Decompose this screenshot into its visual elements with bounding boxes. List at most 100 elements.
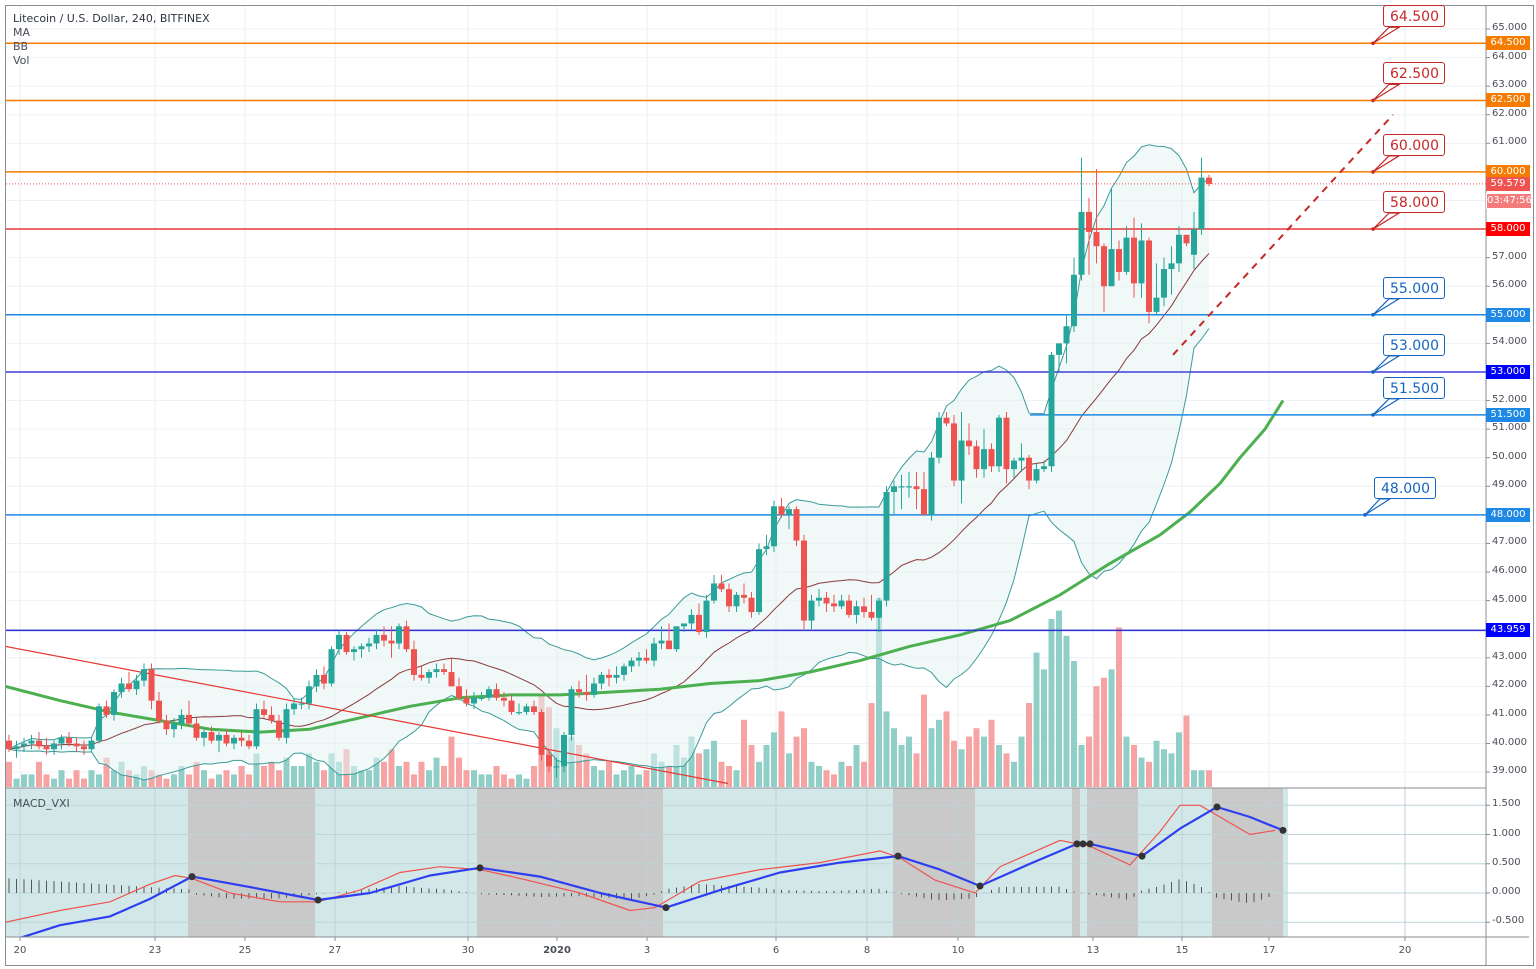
candle-body: [868, 612, 875, 618]
price-callout[interactable]: 48.000: [1374, 476, 1436, 499]
candle-body: [906, 486, 912, 488]
candle-body: [441, 669, 447, 673]
volume-bar: [81, 778, 87, 787]
candle-body: [741, 594, 747, 598]
volume-bar: [1101, 677, 1107, 787]
price-callout[interactable]: 58.000: [1383, 191, 1445, 214]
candle-body: [1206, 177, 1212, 184]
time-tick-label: 17: [1262, 945, 1276, 956]
candle-body: [996, 417, 1002, 467]
candle-body: [576, 689, 582, 693]
candle-body: [396, 626, 402, 644]
price-callout[interactable]: 53.000: [1383, 333, 1445, 356]
price-tick-label: 64.000: [1492, 50, 1527, 62]
candle-body: [36, 740, 42, 747]
callout-anchor: [1371, 413, 1375, 417]
volume-bar: [733, 770, 740, 787]
candle-body: [321, 674, 327, 684]
chart-legend: Litecoin / U.S. Dollar, 240, BITFINEX MA…: [13, 12, 210, 68]
candle-body: [381, 634, 387, 641]
candle-body: [1071, 274, 1077, 327]
candle-body: [81, 746, 87, 750]
callout-pointer: [1372, 155, 1402, 173]
volume-bar: [66, 778, 72, 787]
volume-bar: [373, 757, 380, 787]
price-callout[interactable]: 60.000: [1383, 133, 1445, 156]
volume-bar: [598, 770, 605, 787]
candle-body: [891, 486, 897, 492]
candle-body: [1041, 466, 1047, 470]
candle-body: [6, 740, 12, 750]
candle-body: [786, 509, 792, 515]
price-callout[interactable]: 64.500: [1383, 5, 1445, 28]
candle-body: [358, 646, 365, 650]
candle-body: [1108, 249, 1115, 287]
candle-body: [343, 634, 350, 653]
price-callout[interactable]: 51.500: [1383, 376, 1445, 399]
price-badge: 48.000: [1486, 507, 1530, 522]
candle-body: [988, 449, 995, 467]
price-badge: 58.000: [1486, 222, 1530, 237]
candle-body: [1183, 234, 1190, 244]
candle-body: [703, 600, 710, 633]
macd-panel: [6, 788, 1486, 937]
candle-body: [538, 712, 545, 755]
crossover-dot: [1079, 840, 1087, 848]
candle-body: [583, 692, 590, 695]
bearish-region: [1087, 788, 1138, 937]
volume-bar: [576, 745, 582, 787]
volume-bar: [523, 778, 530, 787]
time-tick-label: 15: [1175, 945, 1189, 956]
volume-bar: [246, 774, 252, 787]
time-tick-label: 23: [148, 945, 162, 956]
volume-bar: [808, 761, 815, 787]
time-tick-label: 13: [1086, 945, 1100, 956]
volume-bar: [1116, 627, 1122, 787]
price-callout[interactable]: 62.500: [1383, 62, 1445, 85]
symbol-title[interactable]: Litecoin / U.S. Dollar, 240, BITFINEX: [13, 12, 210, 25]
candle-body: [253, 709, 260, 747]
candle-body: [388, 640, 395, 644]
volume-bar: [291, 766, 297, 787]
volume-bar: [1108, 669, 1115, 787]
candles: [6, 157, 1212, 778]
candle-body: [756, 549, 762, 613]
candle-body: [171, 723, 177, 730]
price-badge: 64.500: [1486, 36, 1530, 51]
volume-bar: [1161, 749, 1167, 787]
price-tick-label: 57.000: [1492, 250, 1527, 262]
candle-body: [1191, 229, 1197, 255]
price-callout[interactable]: 55.000: [1383, 276, 1445, 299]
volume-bar: [906, 736, 912, 787]
time-tick-label: 2020: [543, 945, 571, 956]
candle-body: [718, 583, 725, 590]
candle-body: [748, 597, 755, 613]
indicator-bb-label[interactable]: BB: [13, 40, 29, 53]
candle-body: [636, 657, 642, 661]
candle-body: [1131, 237, 1137, 284]
volume-bar: [741, 719, 747, 787]
candle-body: [1003, 417, 1010, 470]
volume-bar: [1011, 761, 1017, 787]
candle-body: [186, 714, 192, 724]
volume-bar: [381, 761, 387, 787]
volume-bar: [36, 761, 42, 787]
indicator-ma-label[interactable]: MA: [13, 26, 31, 39]
price-badge: 51.500: [1486, 407, 1530, 422]
macd-panel-title[interactable]: MACD_VXI: [13, 797, 70, 810]
price-badge: 55.000: [1486, 307, 1530, 322]
volume-bar: [223, 770, 230, 787]
volume-bar: [726, 766, 732, 787]
volume-bar: [696, 753, 702, 787]
volume-bar: [201, 770, 207, 787]
indicator-vol-label[interactable]: Vol: [13, 54, 30, 67]
volume-bar: [711, 740, 717, 787]
candle-body: [58, 737, 65, 744]
candle-body: [1153, 297, 1160, 312]
candle-body: [1101, 246, 1107, 287]
volume-bar: [351, 766, 357, 787]
volume-bar: [981, 736, 987, 787]
candle-body: [103, 706, 110, 715]
time-tick-label: 3: [643, 945, 651, 956]
